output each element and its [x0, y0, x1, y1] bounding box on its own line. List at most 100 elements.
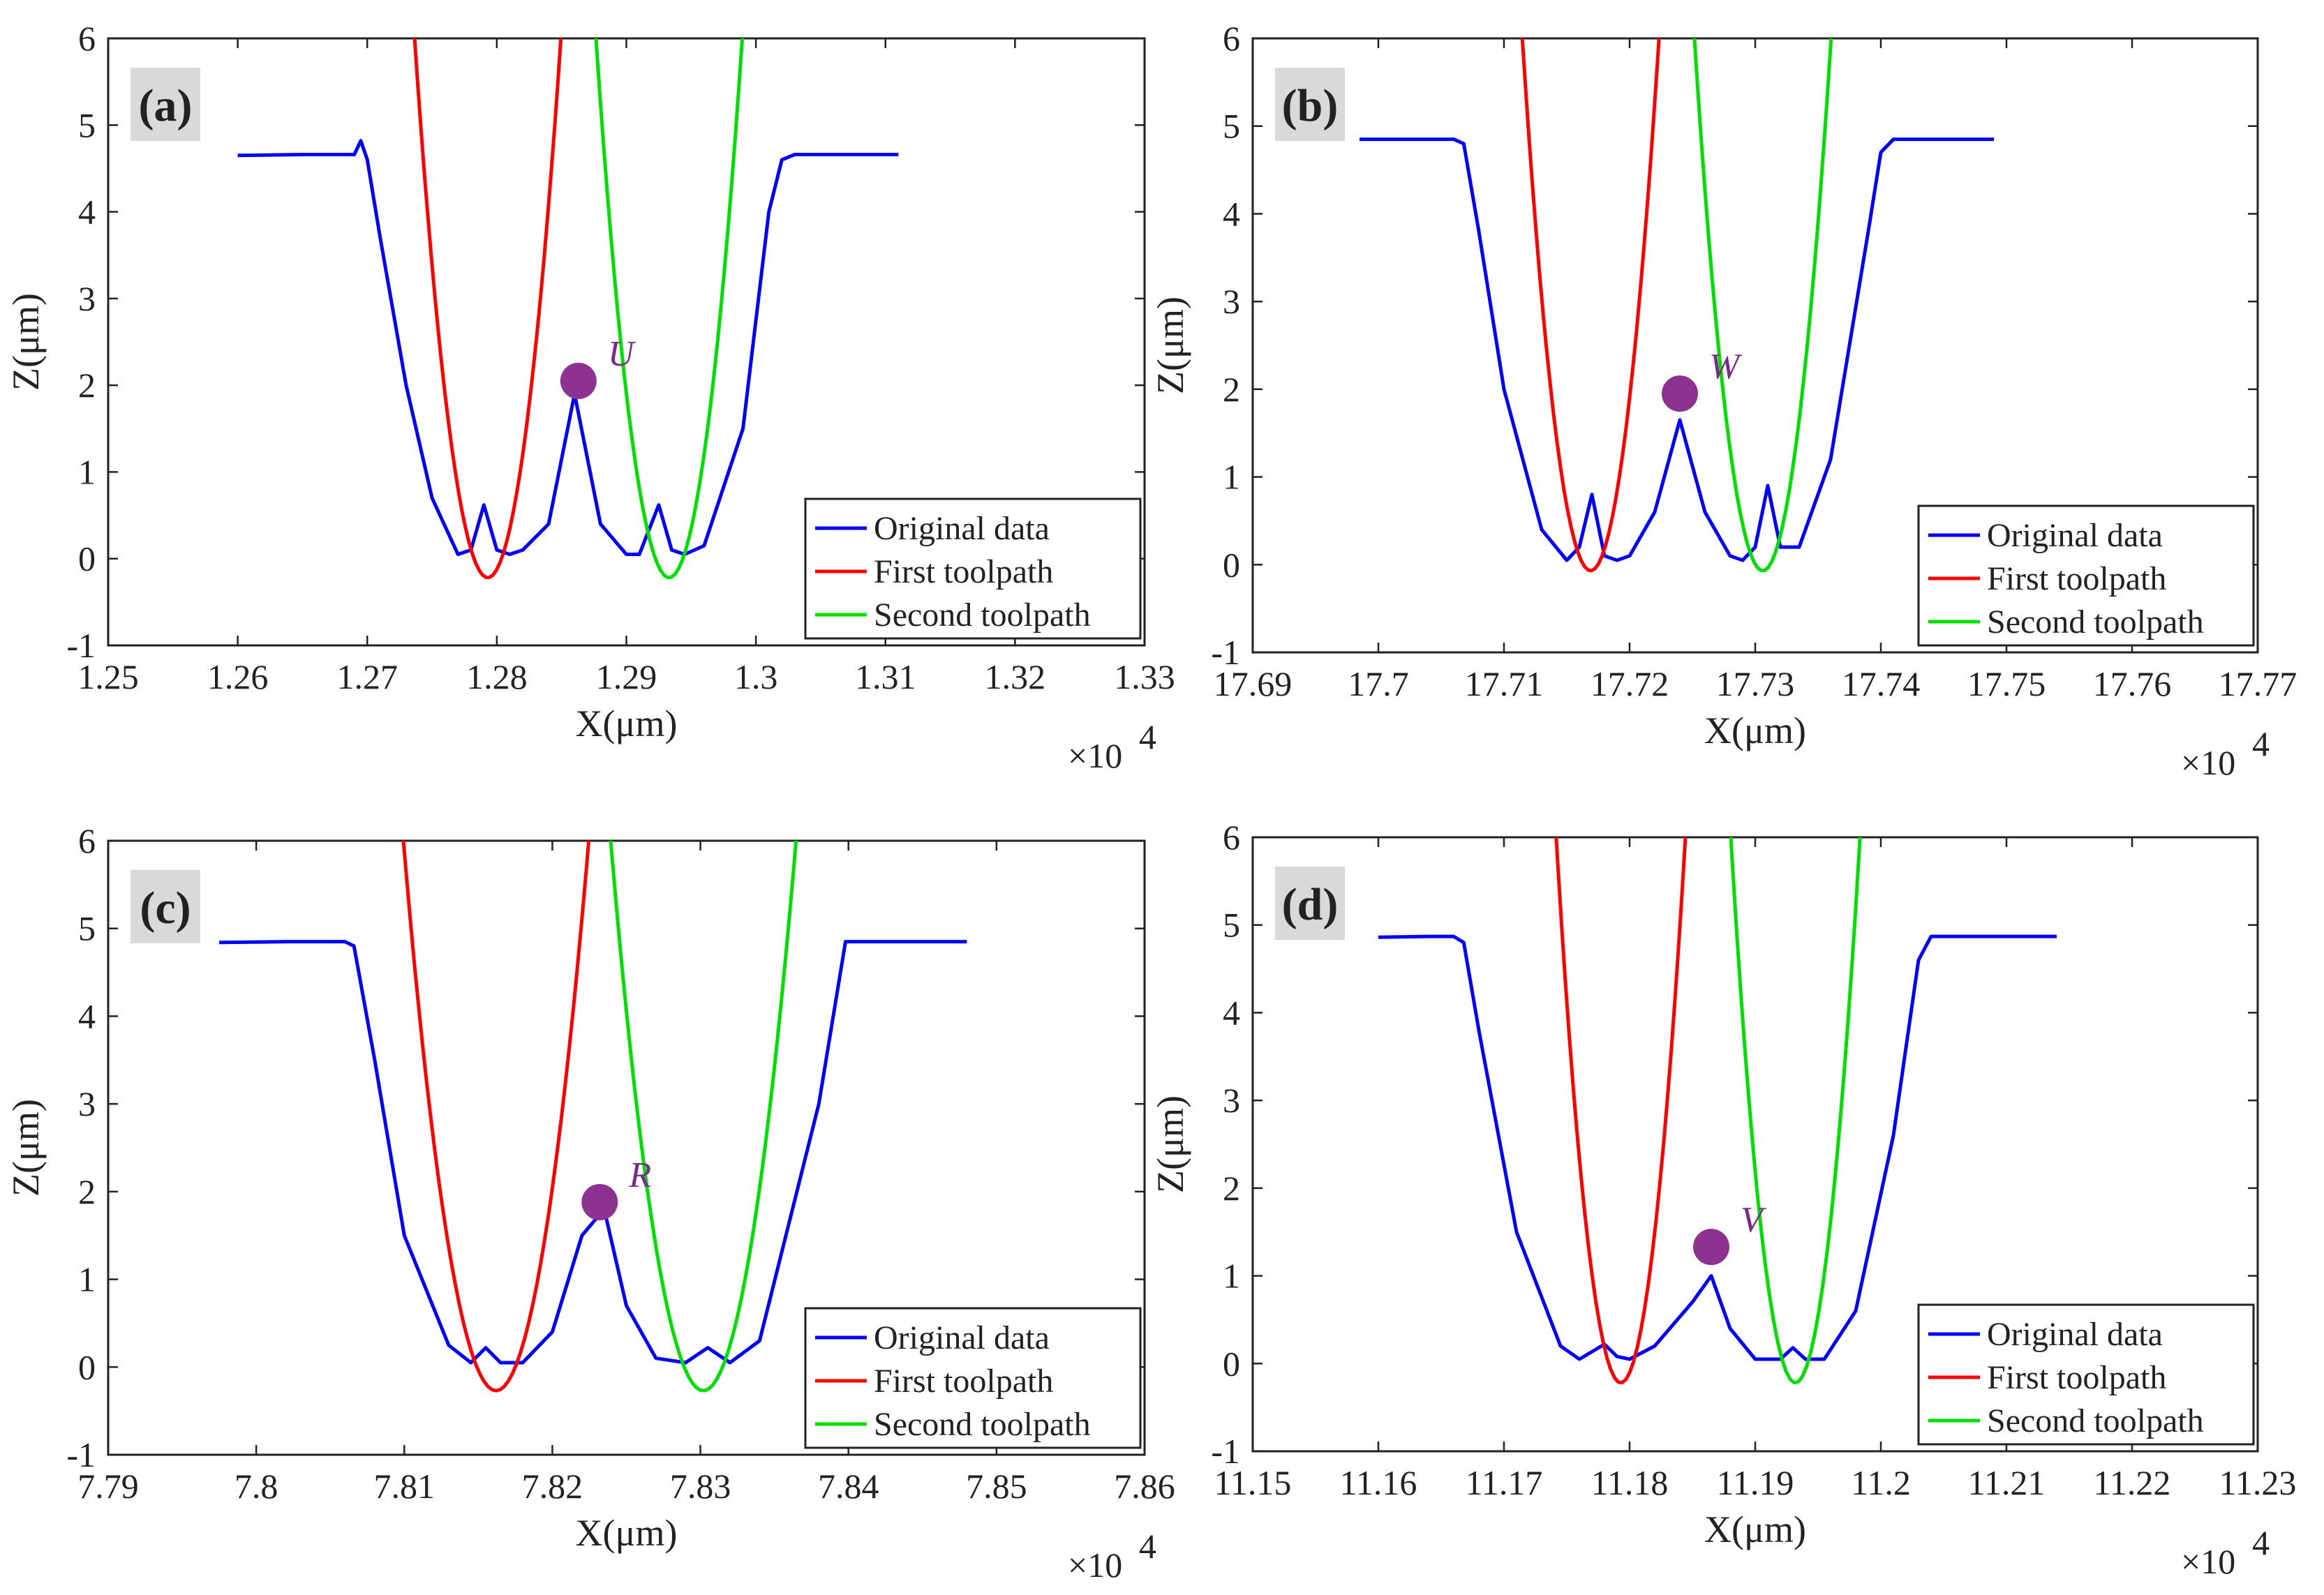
panel-c-xtick-label: 7.81 [374, 1467, 435, 1506]
panel-a-legend-label-3: Second toolpath [874, 597, 1091, 634]
panel-d-legend-label-2: First toolpath [1987, 1359, 2166, 1396]
panel-a-ytick-label: 3 [78, 279, 96, 318]
panel-c-legend-label-1: Original data [874, 1319, 1050, 1356]
panel-b-legend-label-2: First toolpath [1987, 560, 2166, 597]
figure-stage: 1.25 1.26 1.27 1.28 1.29 1.3 1.31 1.32 1.33 -1 0 1 2… [0, 0, 2324, 1592]
panel-a-x-multiplier-exp: 4 [1139, 717, 1156, 756]
panel-a: 1.25 1.26 1.27 1.28 1.29 1.3 1.31 1.32 1.33-1012… [5, 0, 1175, 775]
panel-b-legend-label-1: Original data [1987, 517, 2163, 554]
panel-d-ytick-label: 5 [1223, 906, 1240, 945]
panel-b-intersection-marker [1662, 375, 1698, 412]
panel-b-legend-label-3: Second toolpath [1987, 604, 2204, 641]
panel-d-legend-label-3: Second toolpath [1987, 1402, 2204, 1439]
panel-a-xtick-label: 1.32 [985, 657, 1046, 696]
panel-a-series-first-toolpath [345, 0, 620, 578]
panel-d-marker-label: V [1741, 1200, 1766, 1240]
panel-c-x-multiplier: ×10 [1068, 1545, 1122, 1585]
panel-c-xtick-label: 7.86 [1114, 1467, 1175, 1506]
panel-c-xlabel: X(μm) [576, 1512, 678, 1554]
panel-b: 17.69 17.7 17.71 17.72 17.73 17.74 17.75 17.76 1… [1149, 0, 2297, 782]
panel-a-ytick-label: 6 [78, 19, 96, 58]
panel-d-xtick-label: 11.17 [1466, 1463, 1543, 1502]
panel-d-xtick-label: 11.21 [1968, 1463, 2046, 1502]
panel-b-xtick-label: 17.74 [1842, 664, 1921, 703]
panel-a-xtick-label: 1.31 [855, 657, 916, 696]
panel-a-xtick-label: 1.26 [207, 657, 269, 696]
panel-b-xtick-label: 17.72 [1591, 664, 1669, 703]
panel-b-xtick-label: 17.75 [1967, 664, 2046, 703]
panel-b-xtick-label: 17.76 [2093, 664, 2172, 703]
panel-b-ytick-label: 4 [1223, 194, 1240, 233]
panel-b-tag: (b) [1282, 80, 1339, 131]
panel-c-ytick-label: 5 [78, 909, 96, 948]
panel-a-ytick-label: 1 [78, 452, 96, 491]
panel-b-series-original-data [1360, 140, 1994, 560]
panel-c-ytick-label: 4 [78, 996, 96, 1035]
panel-b-series-group [1360, 0, 1994, 571]
panel-a-series-group [238, 0, 899, 578]
panel-c-series-original-data [219, 942, 967, 1363]
panel-d-ytick-label: 0 [1223, 1344, 1240, 1383]
panel-b-ytick-label: 2 [1223, 370, 1240, 409]
panel-d-ytick-label: 2 [1223, 1169, 1240, 1208]
panel-d-tag: (d) [1282, 879, 1339, 930]
panel-c: 7.79 7.8 7.81 7.82 7.83 7.84 7.85 7.86 -1 0 1 2 3 4 5 6… [5, 0, 1175, 1585]
panel-b-ytick-label: -1 [1211, 633, 1240, 672]
panel-c-ytick-label: 6 [78, 821, 96, 860]
panel-a-xlabel: X(μm) [576, 703, 678, 744]
panel-c-ytick-label: 1 [78, 1260, 96, 1299]
panel-d-xtick-label: 11.22 [2094, 1463, 2171, 1502]
panel-d-intersection-marker [1693, 1229, 1729, 1265]
panel-d-legend-label-1: Original data [1987, 1316, 2163, 1353]
panel-c-x-multiplier-exp: 4 [1139, 1527, 1156, 1566]
panel-a-marker-label: U [608, 334, 636, 374]
panel-c-intersection-marker [581, 1184, 618, 1220]
panel-a-ytick-label: 2 [78, 366, 96, 405]
panel-b-x-multiplier-exp: 4 [2252, 724, 2270, 763]
panel-d-xtick-label: 11.2 [1851, 1463, 1911, 1502]
panel-d-x-multiplier: ×10 [2181, 1542, 2235, 1581]
panel-d-ytick-label: -1 [1211, 1432, 1240, 1471]
panel-b-ylabel: Z(μm) [1149, 297, 1191, 394]
panel-a-legend: Original data First toolpath Second toolpa… [805, 499, 1140, 638]
panel-b-marker-label: W [1709, 347, 1743, 387]
panel-d-ytick-label: 6 [1223, 818, 1240, 857]
panel-a-legend-label-2: First toolpath [874, 553, 1053, 590]
panel-a-series-original-data [238, 141, 899, 555]
panel-a-ytick-label: 4 [78, 193, 96, 232]
panel-a-ytick-label: 0 [78, 539, 96, 578]
panel-b-ytick-label: 0 [1223, 545, 1240, 584]
panel-d-series-original-data [1378, 936, 2057, 1359]
panel-a-xtick-label: 1.27 [337, 657, 398, 696]
panel-c-legend-label-2: First toolpath [874, 1363, 1053, 1400]
panel-d-xtick-label: 11.16 [1340, 1463, 1417, 1502]
panel-c-legend: Original data First toolpath Second toolpa… [805, 1308, 1140, 1448]
panel-d-ytick-label: 1 [1223, 1257, 1240, 1296]
panel-b-xtick-label: 17.73 [1716, 664, 1795, 703]
panel-d-ytick-label: 3 [1223, 1081, 1240, 1120]
panel-d-ytick-label: 4 [1223, 993, 1240, 1032]
panel-a-series-second-toolpath [526, 0, 810, 578]
panel-c-marker-label: R [628, 1155, 651, 1195]
panel-a-xtick-label: 1.29 [596, 657, 657, 696]
panel-a-xtick-label: 1.3 [734, 657, 778, 696]
panel-d-xlabel: X(μm) [1704, 1508, 1806, 1550]
panel-b-xtick-label: 17.77 [2219, 664, 2297, 703]
panel-b-ytick-label: 1 [1223, 458, 1240, 497]
panel-a-intersection-marker [560, 363, 597, 399]
panel-c-ytick-label: 0 [78, 1347, 96, 1386]
panel-b-xtick-label: 17.7 [1348, 664, 1409, 703]
panel-b-xtick-label: 17.71 [1465, 664, 1544, 703]
panel-d-xtick-label: 11.19 [1717, 1463, 1794, 1502]
panel-c-xtick-label: 7.84 [818, 1467, 879, 1506]
panel-d-ylabel: Z(μm) [1149, 1095, 1191, 1193]
panel-b-ytick-label: 5 [1223, 107, 1240, 146]
panel-b-ytick-label: 6 [1223, 19, 1240, 58]
panel-b-xlabel: X(μm) [1704, 710, 1806, 751]
panel-c-ylabel: Z(μm) [5, 1099, 47, 1197]
panel-b-legend: Original data First toolpath Second toolpa… [1919, 506, 2254, 645]
panel-c-xtick-label: 7.8 [234, 1467, 278, 1506]
panel-d-xtick-label: 11.18 [1591, 1463, 1669, 1502]
panel-d-xtick-label: 11.23 [2219, 1463, 2297, 1502]
panel-a-ytick-label: 5 [78, 105, 96, 144]
